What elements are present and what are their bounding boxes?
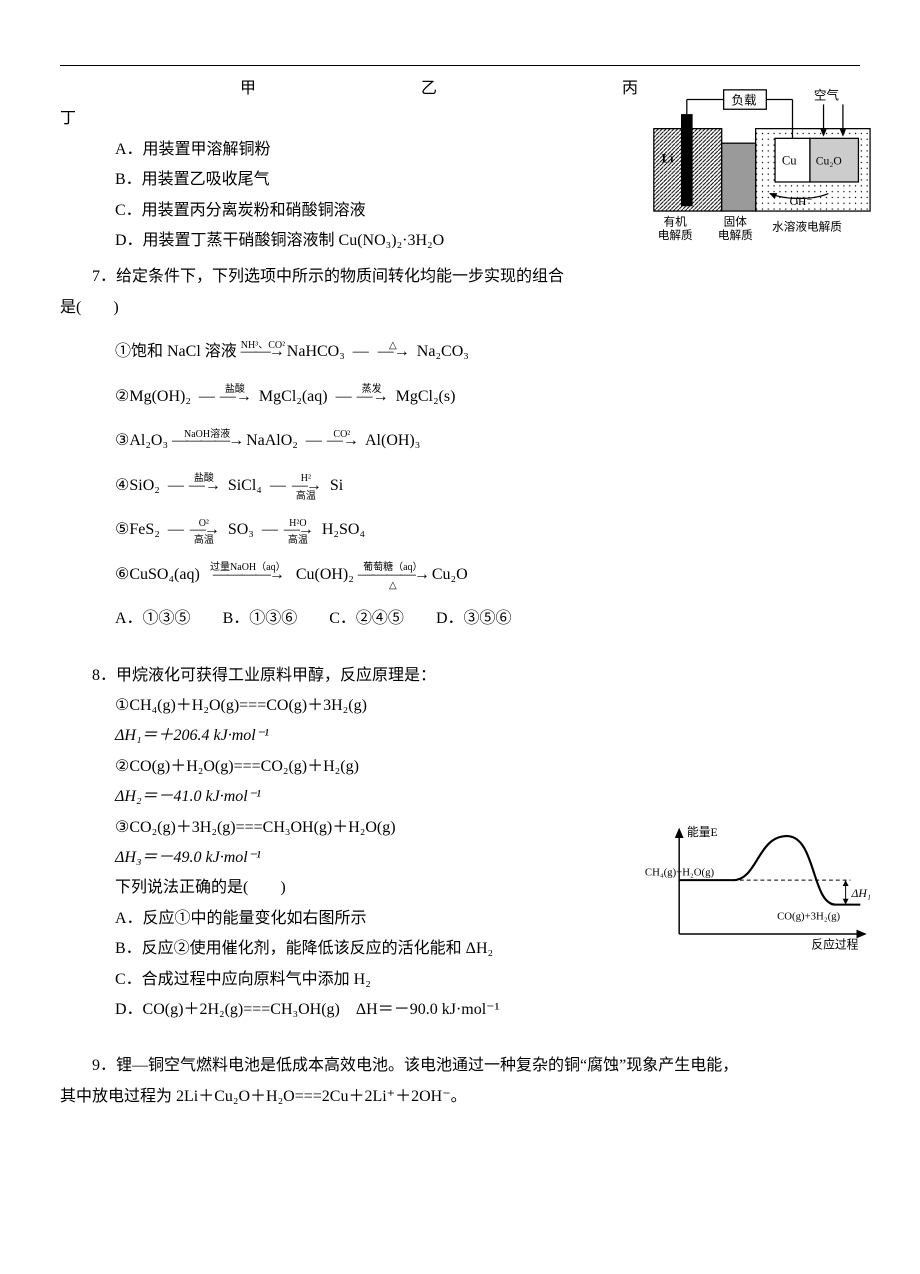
q7-choice-d: D．③⑤⑥ bbox=[436, 610, 512, 627]
q7-item-2: ②Mg(OH)₂ —盐酸— → MgCl₂(aq) —蒸发— → MgCl₂(s… bbox=[115, 382, 860, 413]
q7-continue: 是( ) bbox=[60, 293, 860, 323]
reactant-label: CH₄(g)+H₂O(g) bbox=[645, 866, 715, 878]
load-label: 负载 bbox=[731, 93, 757, 107]
label-jia: 甲 bbox=[240, 74, 256, 104]
label-yi: 乙 bbox=[421, 74, 437, 104]
q7-item-5: ⑤FeS₂ —O²高温—→ SO₃ —H²O高温—→ H₂SO₄ bbox=[115, 515, 860, 546]
q9-stem2: 其中放电过程为 2Li＋Cu₂O＋H₂O===2Cu＋2Li⁺＋2OH⁻。 bbox=[60, 1082, 860, 1112]
q7-item-3: ③Al₂O₃ NaOH溶液————→ NaAlO₂ —CO²— → Al(OH)… bbox=[115, 426, 860, 457]
product-label: CO(g)+3H₂(g) bbox=[777, 910, 840, 922]
organic-label2: 电解质 bbox=[658, 228, 693, 242]
organic-label1: 有机 bbox=[664, 215, 688, 229]
solid-label1: 固体 bbox=[724, 215, 748, 229]
solid-label2: 电解质 bbox=[718, 228, 753, 242]
q8-option-d: D．CO(g)＋2H₂(g)===CH₃OH(g) ΔH＝－90.0 kJ·mo… bbox=[115, 995, 860, 1025]
aqueous-label: 水溶液电解质 bbox=[772, 219, 842, 233]
q7-1-lead: ①饱和 NaCl 溶液 bbox=[115, 343, 237, 360]
q7-stem-text: 7．给定条件下，下列选项中所示的物质间转化均能一步实现的组合 bbox=[92, 268, 564, 285]
top-rule bbox=[60, 65, 860, 66]
li-label: Li bbox=[662, 152, 674, 166]
air-label: 空气 bbox=[814, 88, 840, 103]
q9-battery-diagram: Li Cu Cu₂O OH⁻ 负载 空气 bbox=[643, 85, 878, 245]
deltaH-label: ΔH₁ bbox=[851, 887, 871, 900]
q7-item-6: ⑥CuSO₄(aq) 过量NaOH（aq）————→ Cu(OH)₂ 葡萄糖（a… bbox=[115, 560, 860, 591]
q8-eq1: ①CH₄(g)＋H₂O(g)===CO(g)＋3H₂(g) bbox=[115, 691, 860, 721]
q9-stem1: 9．锂—铜空气燃料电池是低成本高效电池。该电池通过一种复杂的铜“腐蚀”现象产生电… bbox=[60, 1051, 860, 1081]
q7-choice-a: A．①③⑤ bbox=[115, 610, 191, 627]
cu2o-label: Cu₂O bbox=[816, 155, 842, 168]
q8-dh2: ΔH₂＝－41.0 kJ·mol⁻¹ bbox=[115, 782, 860, 812]
q8-dh1: ΔH₁＝＋206.4 kJ·mol⁻¹ bbox=[115, 721, 860, 751]
x-label: 反应过程 bbox=[811, 938, 858, 952]
q8-stem: 8．甲烷液化可获得工业原料甲醇，反应原理是： bbox=[60, 661, 860, 691]
label-bing: 丙 bbox=[622, 74, 638, 104]
q7-item-4: ④SiO₂ —盐酸— → SiCl₄ —H²高温—→ Si bbox=[115, 471, 860, 502]
q8-option-c: C．合成过程中应向原料气中添加 H₂ bbox=[115, 965, 860, 995]
q7-choice-b: B．①③⑥ bbox=[223, 610, 298, 627]
q8-eq2: ②CO(g)＋H₂O(g)===CO₂(g)＋H₂(g) bbox=[115, 752, 860, 782]
q7-choice-c: C．②④⑤ bbox=[329, 610, 404, 627]
oh-label: OH⁻ bbox=[790, 195, 813, 208]
q7-choices: A．①③⑤ B．①③⑥ C．②④⑤ D．③⑤⑥ bbox=[115, 604, 860, 634]
cu-label: Cu bbox=[782, 154, 797, 168]
q7-item-1: ①饱和 NaCl 溶液 NH³、CO²——→ NaHCO₃ — △— → Na₂… bbox=[115, 337, 860, 368]
y-label: 能量E bbox=[687, 825, 718, 839]
q7-stem: 7．给定条件下，下列选项中所示的物质间转化均能一步实现的组合 bbox=[60, 262, 860, 292]
q8-energy-diagram: 能量E 反应过程 CH₄(g)+H₂O(g) ΔH₁ CO(g)+3H₂(g) bbox=[640, 820, 875, 955]
